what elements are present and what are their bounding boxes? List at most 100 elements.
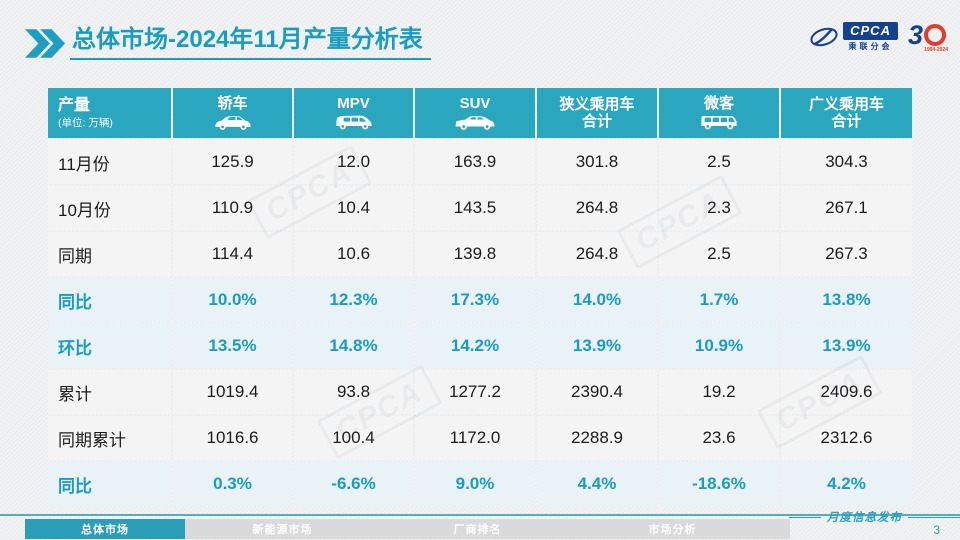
row-label: 同比 xyxy=(48,462,171,506)
header-label-line2: 合计 xyxy=(831,113,862,130)
header-label: 微客 xyxy=(703,94,734,112)
table-cell: 1.7% xyxy=(659,278,779,322)
footer-tab-4[interactable]: 市场分析 xyxy=(648,524,697,536)
table-cell: 9.0% xyxy=(415,462,535,506)
table-cell: 264.8 xyxy=(537,232,657,276)
table-cell: 12.3% xyxy=(294,278,413,322)
production-table: 产量 (单位: 万辆) 轿车 MPV SUV 狭义乘用车 合计 微客 广义乘用车 合计 11月份 12… xyxy=(48,88,912,506)
footer-tab-1[interactable]: 总体市场 xyxy=(25,519,185,539)
row-label: 同期累计 xyxy=(48,416,171,460)
header-label: 轿车 xyxy=(217,95,248,113)
table-cell: 14.2% xyxy=(415,324,535,368)
logo-group: CPCA 乘联分会 3 1994-2024 xyxy=(809,20,948,54)
table-cell: 110.9 xyxy=(173,186,292,230)
footer-tab-2[interactable]: 新能源市场 xyxy=(252,524,313,536)
header-label: MPV xyxy=(337,94,370,112)
table-cell: 13.9% xyxy=(781,324,912,368)
caption-dash-right xyxy=(908,516,960,518)
table-cell: 10.9% xyxy=(659,324,779,368)
metric-unit: (单位: 万辆) xyxy=(58,117,113,130)
anniversary-30-logo: 3 1994-2024 xyxy=(907,20,948,54)
header-cell-1: 轿车 xyxy=(173,88,292,138)
cpca-subtitle: 乘联分会 xyxy=(848,42,893,51)
table-cell: 10.0% xyxy=(173,278,292,322)
row-label: 10月份 xyxy=(48,186,171,230)
page-title-rest: -2024年11月产量分析表 xyxy=(168,26,423,53)
table-cell: 19.2 xyxy=(659,370,779,414)
footer-caption: 月度信息发布 xyxy=(789,509,960,525)
cpca-wordmark: CPCA 乘联分会 xyxy=(843,22,898,52)
table-cell: 2312.6 xyxy=(781,416,912,460)
table-cell: 264.8 xyxy=(537,186,657,230)
mpv-icon xyxy=(334,113,374,131)
table-cell: 14.8% xyxy=(294,324,413,368)
cpca-logo: CPCA 乘联分会 xyxy=(809,22,898,52)
table-cell: 2.3 xyxy=(659,186,779,230)
table-cell: 125.9 xyxy=(173,140,292,184)
header-cell-4: 狭义乘用车 合计 xyxy=(537,88,657,138)
header-label: 广义乘用车 xyxy=(808,95,884,113)
header-cell-6: 广义乘用车 合计 xyxy=(781,88,912,138)
caption-dash-left xyxy=(789,516,821,518)
table-cell: 13.8% xyxy=(781,278,912,322)
row-label: 同期 xyxy=(48,232,171,276)
row-label: 11月份 xyxy=(48,140,171,184)
table-cell: 267.3 xyxy=(781,232,912,276)
table-cell: 267.1 xyxy=(781,186,912,230)
table-cell: 12.0 xyxy=(294,140,413,184)
header-cell-5: 微客 xyxy=(659,88,779,138)
header-label-line2: 合计 xyxy=(581,113,612,130)
cpca-swoosh-icon xyxy=(810,27,838,47)
table-cell: 139.8 xyxy=(415,232,535,276)
header-cell-metric: 产量 (单位: 万辆) xyxy=(48,88,171,138)
caption-text: 月度信息发布 xyxy=(827,510,902,524)
table-cell: 1016.6 xyxy=(173,416,292,460)
table-cell: 13.9% xyxy=(537,324,657,368)
table-cell: 2390.4 xyxy=(537,370,657,414)
footer-tab-bar: 总体市场 新能源市场 厂商排名 市场分析 xyxy=(25,519,790,539)
double-chevron-icon xyxy=(25,29,65,58)
row-label: 同比 xyxy=(48,278,171,322)
table-cell: 2.5 xyxy=(659,140,779,184)
table-cell: 304.3 xyxy=(781,140,912,184)
table-cell: 93.8 xyxy=(294,370,413,414)
header-cell-3: SUV xyxy=(415,88,535,138)
sedan-icon xyxy=(213,114,253,131)
header-cell-2: MPV xyxy=(294,88,413,138)
table-cell: -18.6% xyxy=(659,462,779,506)
table-cell: 0.3% xyxy=(173,462,292,506)
anniversary-digit: 3 xyxy=(907,20,923,50)
footer-divider xyxy=(0,514,960,516)
table-cell: 301.8 xyxy=(537,140,657,184)
table-cell: 1277.2 xyxy=(415,370,535,414)
page-title-market: 总体市场 xyxy=(72,26,168,53)
header-label: SUV xyxy=(459,95,491,113)
table-cell: 2.5 xyxy=(659,232,779,276)
page-number: 3 xyxy=(933,523,940,537)
header-label: 狭义乘用车 xyxy=(559,95,635,113)
table-cell: 10.4 xyxy=(294,186,413,230)
table-cell: 2409.6 xyxy=(781,370,912,414)
table-cell: 114.4 xyxy=(173,232,292,276)
table-cell: 143.5 xyxy=(415,186,535,230)
page-title: 总体市场-2024年11月产量分析表 xyxy=(70,26,431,60)
table-cell: 163.9 xyxy=(415,140,535,184)
metric-title: 产量 xyxy=(58,96,91,114)
table-cell: 2288.9 xyxy=(537,416,657,460)
cpca-acronym: CPCA xyxy=(843,22,898,40)
anniversary-years: 1994-2024 xyxy=(924,47,948,53)
suv-icon xyxy=(454,114,496,131)
table-cell: -6.6% xyxy=(294,462,413,506)
footer-tab-3[interactable]: 厂商排名 xyxy=(453,524,502,536)
table-cell: 100.4 xyxy=(294,416,413,460)
table-cell: 13.5% xyxy=(173,324,292,368)
anniversary-ring-icon xyxy=(924,24,946,46)
table-cell: 23.6 xyxy=(659,416,779,460)
minibus-icon xyxy=(699,113,739,131)
table-cell: 4.4% xyxy=(537,462,657,506)
title-row: 总体市场-2024年11月产量分析表 xyxy=(25,26,431,60)
row-label: 环比 xyxy=(48,324,171,368)
table-cell: 1019.4 xyxy=(173,370,292,414)
table-cell: 17.3% xyxy=(415,278,535,322)
table-cell: 14.0% xyxy=(537,278,657,322)
